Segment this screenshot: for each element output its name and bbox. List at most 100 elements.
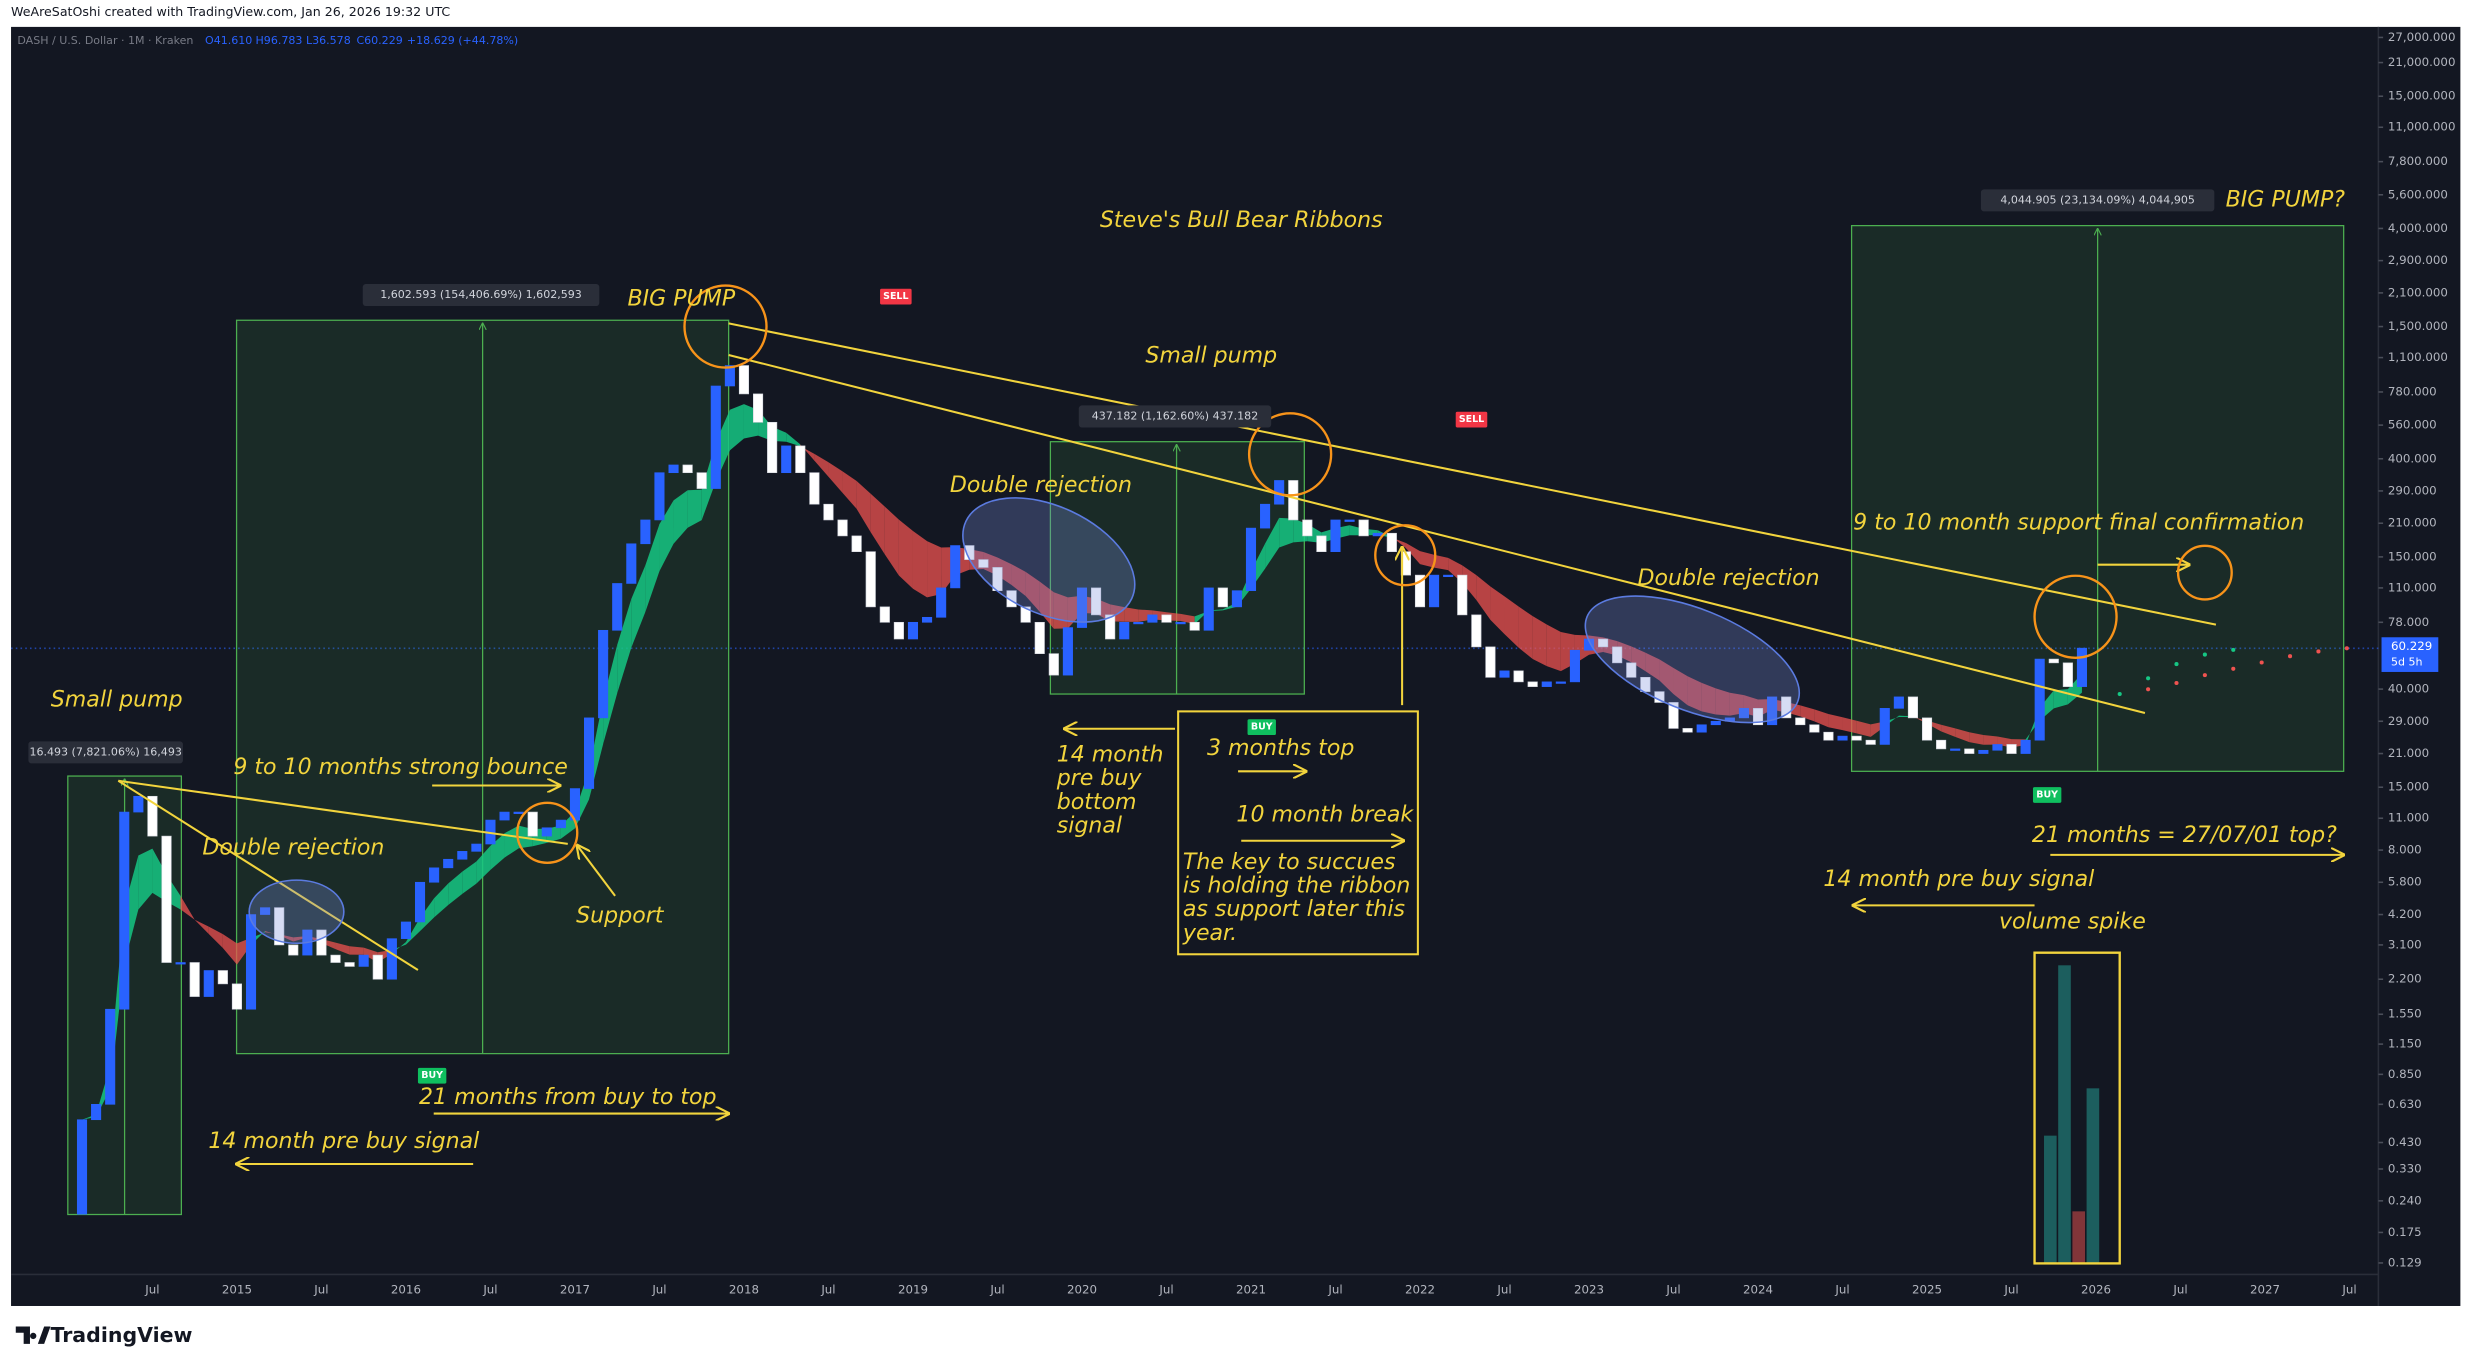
candle-body xyxy=(288,944,299,956)
x-tick-label: Jul xyxy=(1665,1283,1680,1297)
ribbon-segment xyxy=(898,519,913,589)
ribbon-segment xyxy=(180,896,195,920)
y-tick-label: 4,000.000 xyxy=(2388,221,2448,235)
y-tick-label: 150.000 xyxy=(2388,549,2437,563)
credit: WeAreSatOshi created with TradingView.co… xyxy=(11,4,450,19)
ribbon-segment xyxy=(1490,586,1505,635)
y-tick-label: 210.000 xyxy=(2388,516,2437,530)
note-line: as support later this xyxy=(1183,897,1406,922)
candle-body xyxy=(823,503,834,521)
annotation: signal xyxy=(1057,814,1123,839)
candle-body xyxy=(1245,527,1257,591)
candle-body xyxy=(344,962,355,967)
volume-bar xyxy=(2058,965,2071,1264)
measure-label: 16.493 (7,821.06%) 16,493 xyxy=(29,745,181,758)
candle-body xyxy=(1414,574,1426,608)
ribbon-segment xyxy=(1265,517,1280,569)
last-price-box xyxy=(2381,637,2439,672)
annotation: 14 month pre buy signal xyxy=(1823,867,2095,892)
brand: TradingView xyxy=(50,1323,192,1347)
y-tick-label: 0.430 xyxy=(2388,1135,2422,1149)
ribbon-segment xyxy=(476,845,491,884)
ribbon-segment xyxy=(490,833,505,870)
ribbon-segment xyxy=(420,898,435,932)
candle-body xyxy=(499,811,510,821)
candle-body xyxy=(1302,519,1313,537)
x-tick-label: Jul xyxy=(1496,1283,1511,1297)
annotation: bottom xyxy=(1057,790,1137,815)
x-tick-label: 2019 xyxy=(898,1283,928,1297)
candle-body xyxy=(893,621,904,640)
candle-body xyxy=(414,881,426,923)
ribbon-segment xyxy=(1701,682,1716,715)
candle-body xyxy=(1189,621,1200,631)
candle-body xyxy=(105,1008,116,1105)
annotation: pre buy xyxy=(1056,766,1143,791)
candle-body xyxy=(626,543,637,584)
candle-body xyxy=(1738,708,1749,719)
candle-body xyxy=(640,519,651,545)
candle-body xyxy=(1471,614,1482,648)
candle-body xyxy=(1316,535,1327,553)
ribbon-segment xyxy=(1124,607,1139,622)
buy-tag xyxy=(2032,787,2062,803)
ribbon-segment xyxy=(2053,689,2068,709)
ribbon-segment xyxy=(1715,688,1730,716)
candle-body xyxy=(1020,606,1031,623)
candle-body xyxy=(851,535,862,553)
sell-tag xyxy=(880,288,912,305)
x-tick-label: 2018 xyxy=(729,1283,759,1297)
last-price-label: 60.229 xyxy=(2391,639,2432,653)
ribbon-segment xyxy=(222,934,237,965)
ribbon-segment xyxy=(1814,709,1829,728)
candle-body xyxy=(457,851,468,860)
sell-label: SELL xyxy=(883,291,908,302)
annotation: 3 months top xyxy=(1207,736,1354,761)
y-tick-label: 3.100 xyxy=(2388,937,2422,951)
y-tick-label: 0.630 xyxy=(2388,1097,2422,1111)
ribbon-segment xyxy=(1546,624,1561,672)
brand-logo xyxy=(15,1326,51,1344)
annotations: Steve's Bull Bear Ribbons BIG PUMP BIG P… xyxy=(51,187,2345,1154)
candle-body xyxy=(1217,587,1228,608)
annotation: Small pump xyxy=(51,687,183,712)
ribbon-segment xyxy=(462,861,477,894)
volume-bar xyxy=(2086,1088,2100,1264)
candle-body xyxy=(1499,670,1510,678)
ribbon-segment xyxy=(1504,596,1519,648)
ribbon-segment xyxy=(603,644,618,745)
candle-body xyxy=(400,921,411,939)
candle-body xyxy=(879,606,890,623)
dot xyxy=(2146,676,2151,681)
x-tick-label: 2020 xyxy=(1067,1283,1097,1297)
annotation: Double rejection xyxy=(1638,566,1820,591)
ribbon-segment xyxy=(631,565,646,648)
note-line: year. xyxy=(1182,921,1237,946)
candle-body xyxy=(1907,696,1918,719)
ribbon-segment xyxy=(1800,705,1815,722)
candle-body xyxy=(1034,621,1045,654)
trendline xyxy=(117,779,419,971)
note-line: The key to succues xyxy=(1183,850,1396,875)
candle-body xyxy=(1161,614,1172,623)
ribbon-segment xyxy=(1842,717,1857,734)
candle-body xyxy=(1260,503,1271,529)
candle-body xyxy=(950,545,961,589)
x-tick-label: Jul xyxy=(2003,1283,2018,1297)
candle-body xyxy=(386,938,397,980)
y-tick-label: 11,000.000 xyxy=(2388,120,2456,134)
candle-body xyxy=(1372,532,1383,537)
label-bg xyxy=(362,283,600,307)
candle-body xyxy=(654,472,665,521)
highlight-ellipse xyxy=(962,497,1136,623)
candle-body xyxy=(1062,627,1073,676)
candle-body xyxy=(1076,587,1088,628)
x-tick-label: 2015 xyxy=(222,1283,252,1297)
annotation: volume spike xyxy=(1999,910,2146,935)
candle-body xyxy=(330,954,341,963)
note-box xyxy=(1177,710,1419,956)
candle-body xyxy=(1443,574,1454,578)
x-tick-label: 2023 xyxy=(1574,1283,1604,1297)
ohlc-close: C60.229 xyxy=(356,34,402,47)
candle-body xyxy=(1513,670,1524,683)
